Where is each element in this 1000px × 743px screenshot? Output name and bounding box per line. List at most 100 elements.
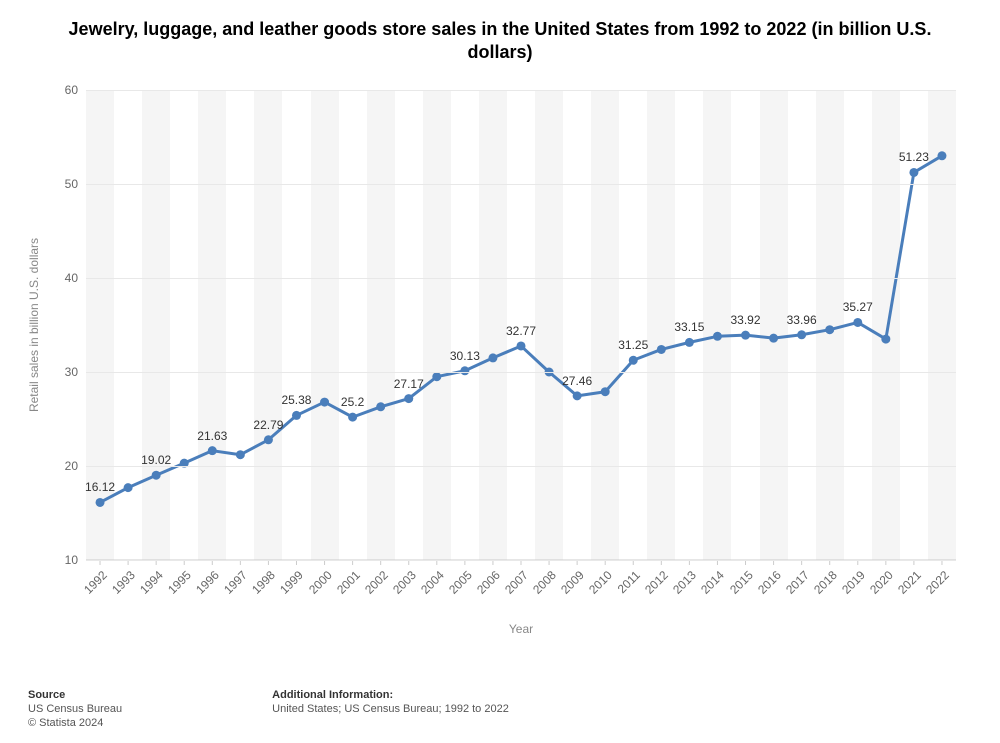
data-marker <box>797 330 806 339</box>
gridline <box>86 90 956 91</box>
x-axis-title: Year <box>509 622 533 636</box>
x-tick-label: 2008 <box>530 568 559 597</box>
data-marker <box>909 168 918 177</box>
x-tick-label: 2014 <box>699 568 728 597</box>
data-label: 33.15 <box>674 320 704 334</box>
data-marker <box>96 498 105 507</box>
chart-title: Jewelry, luggage, and leather goods stor… <box>0 0 1000 73</box>
data-marker <box>769 334 778 343</box>
y-tick-label: 40 <box>65 271 78 285</box>
data-marker <box>264 435 273 444</box>
x-tick-label: 2000 <box>306 568 335 597</box>
data-marker <box>741 331 750 340</box>
data-label: 33.96 <box>787 313 817 327</box>
x-tick-label: 2020 <box>867 568 896 597</box>
x-tick-label: 2005 <box>446 568 475 597</box>
gridline <box>86 278 956 279</box>
y-axis-title: Retail sales in billion U.S. dollars <box>27 238 41 412</box>
footer-info-line1: United States; US Census Bureau; 1992 to… <box>272 703 509 715</box>
data-marker <box>124 483 133 492</box>
y-tick-label: 30 <box>65 365 78 379</box>
data-label: 27.17 <box>394 377 424 391</box>
x-tick-label: 1999 <box>278 568 307 597</box>
x-tick-label: 1993 <box>109 568 138 597</box>
data-label: 32.77 <box>506 324 536 338</box>
x-tick-label: 2013 <box>670 568 699 597</box>
gridline <box>86 560 956 561</box>
x-tick-label: 2022 <box>923 568 952 597</box>
data-marker <box>685 338 694 347</box>
x-tick-label: 2004 <box>418 568 447 597</box>
data-marker <box>404 394 413 403</box>
x-tick-label: 2010 <box>586 568 615 597</box>
x-tick-label: 2021 <box>895 568 924 597</box>
data-label: 16.12 <box>85 480 115 494</box>
data-marker <box>320 398 329 407</box>
footer-info-heading: Additional Information: <box>272 689 509 701</box>
data-label: 25.38 <box>281 393 311 407</box>
data-marker <box>208 446 217 455</box>
data-marker <box>629 356 638 365</box>
x-tick-label: 2015 <box>727 568 756 597</box>
x-tick-label: 2001 <box>334 568 363 597</box>
y-tick-label: 20 <box>65 459 78 473</box>
footer-info: Additional Information: United States; U… <box>272 689 509 729</box>
gridline <box>86 184 956 185</box>
data-marker <box>152 471 161 480</box>
x-tick-label: 2012 <box>642 568 671 597</box>
x-tick-label: 1992 <box>81 568 110 597</box>
data-label: 19.02 <box>141 453 171 467</box>
data-label: 35.27 <box>843 300 873 314</box>
chart-footer: Source US Census Bureau © Statista 2024 … <box>28 689 509 729</box>
x-tick-label: 2007 <box>502 568 531 597</box>
x-tick-label: 2016 <box>755 568 784 597</box>
data-marker <box>292 411 301 420</box>
x-tick-label: 2011 <box>615 568 643 596</box>
gridline <box>86 372 956 373</box>
data-marker <box>657 345 666 354</box>
data-marker <box>937 151 946 160</box>
data-marker <box>573 391 582 400</box>
data-marker <box>460 366 469 375</box>
data-label: 21.63 <box>197 429 227 443</box>
x-tick-label: 2009 <box>558 568 587 597</box>
gridline <box>86 466 956 467</box>
data-marker <box>348 413 357 422</box>
y-tick-label: 10 <box>65 553 78 567</box>
data-label: 25.2 <box>341 395 364 409</box>
data-marker <box>236 450 245 459</box>
x-tick-label: 2019 <box>839 568 868 597</box>
data-marker <box>488 353 497 362</box>
data-label: 33.92 <box>731 313 761 327</box>
x-tick-label: 2006 <box>474 568 503 597</box>
data-marker <box>432 372 441 381</box>
footer-source-line2: © Statista 2024 <box>28 717 122 729</box>
chart-plot-area: Retail sales in billion U.S. dollars Yea… <box>86 90 956 560</box>
data-marker <box>713 332 722 341</box>
data-marker <box>881 335 890 344</box>
y-tick-label: 60 <box>65 83 78 97</box>
x-tick-label: 2017 <box>783 568 812 597</box>
x-tick-label: 1995 <box>165 568 194 597</box>
x-tick-label: 1998 <box>250 568 279 597</box>
data-marker <box>517 341 526 350</box>
data-marker <box>825 325 834 334</box>
x-tick-label: 1997 <box>221 568 250 597</box>
data-label: 51.23 <box>899 150 929 164</box>
x-tick-label: 2002 <box>362 568 391 597</box>
x-tick-label: 1994 <box>137 568 166 597</box>
data-label: 30.13 <box>450 349 480 363</box>
y-tick-label: 50 <box>65 177 78 191</box>
x-tick-label: 2003 <box>390 568 419 597</box>
data-marker <box>601 387 610 396</box>
data-marker <box>376 402 385 411</box>
footer-source-heading: Source <box>28 689 122 701</box>
footer-source-line1: US Census Bureau <box>28 703 122 715</box>
x-tick-label: 2018 <box>811 568 840 597</box>
data-label: 22.79 <box>253 418 283 432</box>
data-label: 27.46 <box>562 374 592 388</box>
x-tick-label: 1996 <box>193 568 222 597</box>
data-marker <box>853 318 862 327</box>
data-label: 31.25 <box>618 338 648 352</box>
footer-source: Source US Census Bureau © Statista 2024 <box>28 689 122 729</box>
